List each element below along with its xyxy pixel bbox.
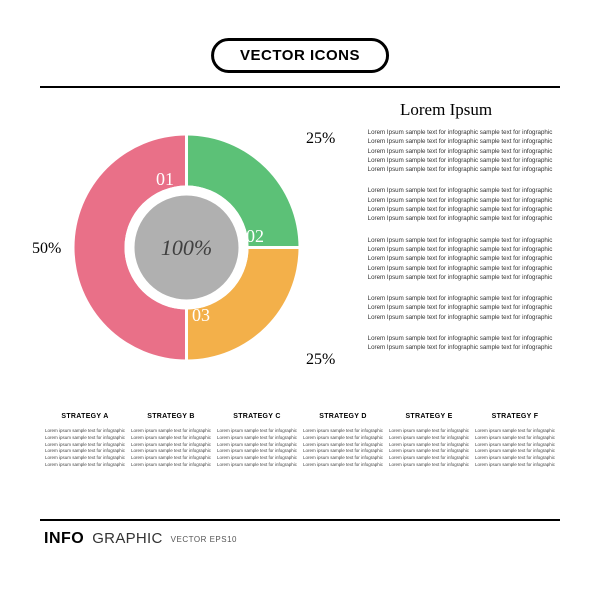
strategy-title: STRATEGY F xyxy=(474,413,556,420)
footer-light: GRAPHIC xyxy=(92,530,162,547)
strategy-body: Lorem ipsum sample text for infographicL… xyxy=(302,428,384,469)
right-title: Lorem Ipsum xyxy=(360,100,560,120)
callout-top-right: 25% xyxy=(306,130,335,148)
strategy-d: STRATEGY D Lorem ipsum sample text for in… xyxy=(302,413,384,469)
strategy-title: STRATEGY C xyxy=(216,413,298,420)
footer-eps: VECTOR EPS10 xyxy=(171,535,237,544)
right-block-3: Lorem Ipsum sample text for infographic … xyxy=(360,236,560,282)
strategy-title: STRATEGY A xyxy=(44,413,126,420)
footer-bold: INFO xyxy=(44,530,84,548)
footer: INFO GRAPHIC VECTOR EPS10 xyxy=(44,530,237,548)
hr-top xyxy=(40,86,560,88)
right-block-1: Lorem Ipsum sample text for infographic … xyxy=(360,128,560,174)
segment-label-01: 01 xyxy=(156,169,174,190)
strategy-body: Lorem ipsum sample text for infographicL… xyxy=(44,428,126,469)
segment-label-02: 02 xyxy=(246,226,264,247)
strategy-c: STRATEGY C Lorem ipsum sample text for in… xyxy=(216,413,298,469)
strategy-body: Lorem ipsum sample text for infographicL… xyxy=(130,428,212,469)
strategy-e: STRATEGY E Lorem ipsum sample text for in… xyxy=(388,413,470,469)
strategy-body: Lorem ipsum sample text for infographicL… xyxy=(474,428,556,469)
strategy-title: STRATEGY E xyxy=(388,413,470,420)
strategy-title: STRATEGY B xyxy=(130,413,212,420)
right-block-4: Lorem Ipsum sample text for infographic … xyxy=(360,294,560,322)
strategy-b: STRATEGY B Lorem ipsum sample text for in… xyxy=(130,413,212,469)
strategy-row: STRATEGY A Lorem ipsum sample text for in… xyxy=(44,413,556,469)
strategy-a: STRATEGY A Lorem ipsum sample text for in… xyxy=(44,413,126,469)
donut-chart: 100% 01 02 03 xyxy=(74,135,299,360)
right-block-2: Lorem Ipsum sample text for infographic … xyxy=(360,186,560,223)
strategy-body: Lorem ipsum sample text for infographicL… xyxy=(388,428,470,469)
hr-bottom xyxy=(40,519,560,521)
donut-center-text: 100% xyxy=(161,235,212,261)
strategy-f: STRATEGY F Lorem ipsum sample text for in… xyxy=(474,413,556,469)
strategy-body: Lorem ipsum sample text for infographicL… xyxy=(216,428,298,469)
header-badge: VECTOR ICONS xyxy=(211,38,389,73)
right-block-5: Lorem Ipsum sample text for infographic … xyxy=(360,334,560,353)
right-column: Lorem Ipsum Lorem Ipsum sample text for … xyxy=(360,100,560,365)
segment-label-03: 03 xyxy=(192,305,210,326)
strategy-title: STRATEGY D xyxy=(302,413,384,420)
callout-left: 50% xyxy=(32,240,61,258)
callout-bottom-right: 25% xyxy=(306,351,335,369)
header-badge-text: VECTOR ICONS xyxy=(240,47,360,64)
right-blocks: Lorem Ipsum sample text for infographic … xyxy=(360,128,560,353)
